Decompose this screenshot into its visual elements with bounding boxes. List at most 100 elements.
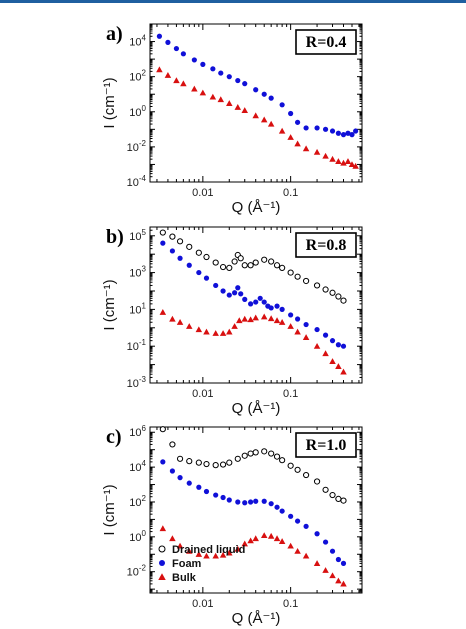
x-tick-label: 0.1 <box>283 598 298 610</box>
data-point <box>247 537 254 544</box>
data-point <box>169 248 176 254</box>
data-point <box>273 535 281 542</box>
data-point <box>186 480 192 486</box>
data-point <box>195 551 203 557</box>
data-point <box>329 572 336 579</box>
series-drained-liquid <box>159 426 347 504</box>
data-point <box>261 448 268 455</box>
data-point <box>242 81 248 87</box>
data-point <box>322 567 329 573</box>
data-point <box>322 539 329 545</box>
series-foam <box>160 240 347 349</box>
data-point <box>209 93 217 100</box>
data-point <box>180 51 186 57</box>
legend-label: Bulk <box>172 572 197 584</box>
x-axis-label: Q (Å⁻¹) <box>232 400 281 417</box>
y-tick-label: 105 <box>129 228 146 243</box>
y-tick-label: 10-1 <box>127 338 147 353</box>
data-point <box>268 305 274 311</box>
data-point <box>176 319 184 325</box>
data-point <box>268 258 275 265</box>
data-point <box>226 497 232 503</box>
data-point <box>288 312 294 318</box>
data-point <box>261 91 267 97</box>
data-point <box>247 316 254 323</box>
x-tick-label: 0.01 <box>192 388 213 400</box>
data-point <box>329 338 336 344</box>
data-point <box>186 243 193 250</box>
data-point <box>165 39 171 45</box>
legend-label: Foam <box>172 558 202 570</box>
panel-1: 0.01 0.1 10-4 10-2 100 102 104 Q (Å⁻¹) I (cm⁻¹) a… <box>101 23 363 216</box>
data-point <box>329 155 336 162</box>
data-point <box>219 330 227 336</box>
data-point <box>252 535 259 542</box>
data-point <box>294 273 301 280</box>
panel-3: 0.01 0.1 10-2 100 102 104 106 Q (Å⁻¹) I (cm⁻¹) c)… <box>101 424 363 627</box>
data-point <box>220 494 226 501</box>
data-point <box>348 161 356 168</box>
data-point <box>219 461 227 468</box>
data-point <box>203 275 210 281</box>
data-point <box>200 61 206 67</box>
data-point <box>313 560 321 566</box>
data-point <box>212 259 219 266</box>
data-point <box>212 552 219 559</box>
data-point <box>302 552 310 559</box>
data-point <box>329 358 336 364</box>
data-point <box>220 288 226 294</box>
data-point <box>234 104 242 110</box>
data-point <box>186 323 193 329</box>
data-point <box>210 66 216 72</box>
data-point <box>176 455 184 462</box>
y-tick-label: 100 <box>129 104 146 119</box>
data-point <box>260 313 268 320</box>
data-point <box>279 457 286 464</box>
data-point <box>191 85 198 92</box>
data-point <box>335 577 342 584</box>
data-point <box>219 551 227 558</box>
data-point <box>279 508 285 514</box>
panel-label: a) <box>106 23 123 45</box>
data-point <box>335 342 341 348</box>
data-point <box>340 368 347 375</box>
panel-2: 0.01 0.1 10-3 10-1 101 103 105 Q (Å⁻¹) I (cm⁻¹) b… <box>101 226 363 417</box>
data-point <box>273 317 281 324</box>
y-tick-label: 100 <box>129 529 146 544</box>
data-point <box>196 269 202 276</box>
y-axis-label: I (cm⁻¹) <box>101 484 118 535</box>
data-point <box>273 262 281 269</box>
data-point <box>294 140 301 147</box>
data-point <box>213 282 219 289</box>
data-point <box>287 269 294 276</box>
legend-marker <box>159 560 165 566</box>
data-point <box>322 486 329 493</box>
data-point <box>267 315 275 322</box>
data-point <box>169 233 176 240</box>
top-rule <box>0 0 466 3</box>
data-point <box>234 455 241 462</box>
series-foam <box>160 459 347 566</box>
data-point <box>196 484 202 490</box>
data-point <box>261 498 267 504</box>
y-tick-label: 10-3 <box>127 375 147 390</box>
data-point <box>231 258 238 265</box>
data-point <box>287 462 294 469</box>
data-point <box>195 459 202 466</box>
series-bulk <box>156 66 359 169</box>
annotation-box <box>295 29 357 55</box>
data-point <box>253 498 259 504</box>
data-point <box>335 556 341 563</box>
data-point <box>219 263 227 271</box>
data-point <box>242 296 248 302</box>
data-point <box>268 501 274 507</box>
data-point <box>213 492 219 498</box>
data-point <box>195 249 202 256</box>
data-point <box>294 547 301 554</box>
x-tick-label: 0.1 <box>283 388 298 400</box>
data-point <box>177 475 183 481</box>
data-point <box>203 552 210 559</box>
data-point <box>159 525 167 532</box>
y-tick-label: 102 <box>129 494 146 509</box>
y-tick-label: 10-2 <box>127 139 147 154</box>
